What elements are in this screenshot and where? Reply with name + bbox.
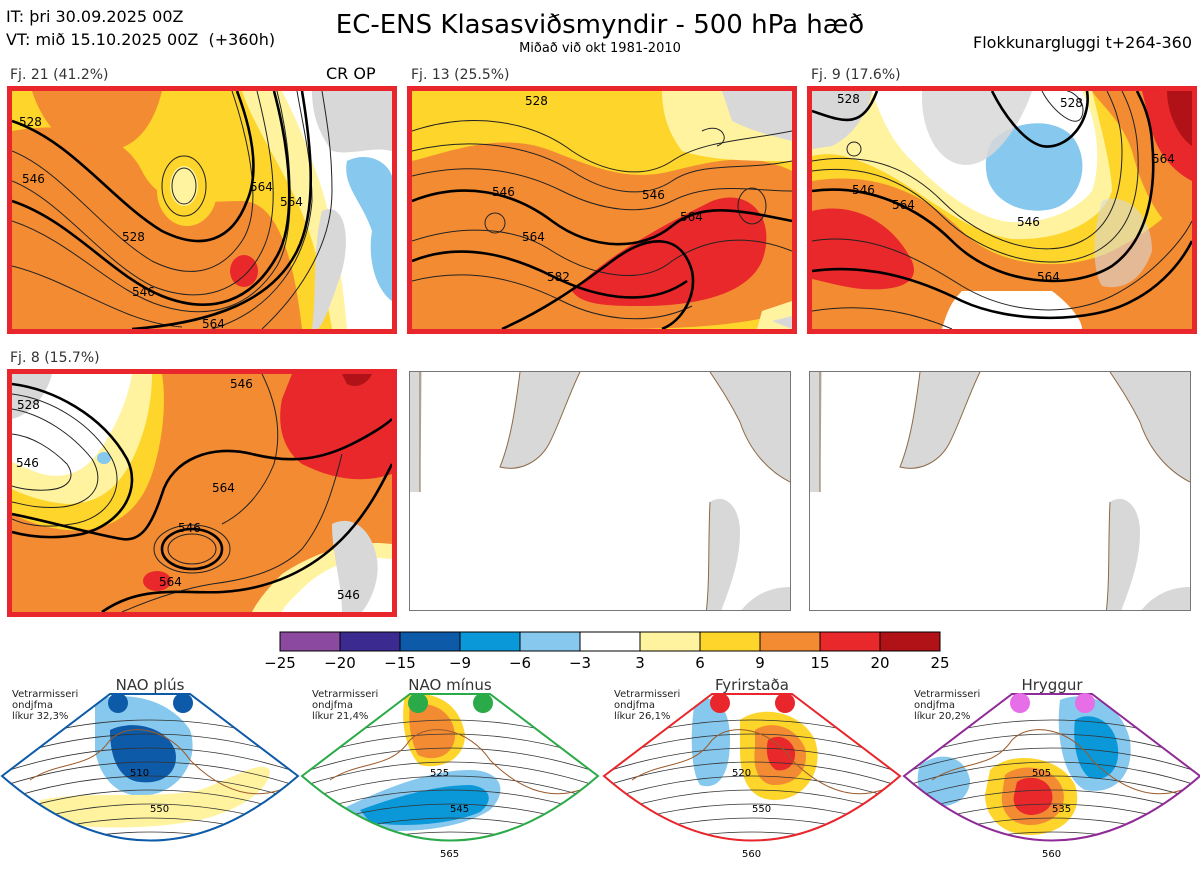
contour-label: 546	[132, 285, 155, 299]
issue-time: IT: þri 30.09.2025 00Z	[6, 7, 184, 26]
regime-season: Vetrarmisseri	[12, 689, 79, 700]
regime-likelihood: líkur 21,4%	[312, 711, 369, 722]
regime-name: Fyrirstaða	[715, 676, 789, 694]
regime-contour-label: 550	[752, 804, 771, 815]
contour-label: 546	[337, 588, 360, 602]
regime-name: NAO plús	[115, 676, 185, 694]
panel-3-label: Fj. 9 (17.6%)	[811, 67, 901, 83]
regime-contour-label: 510	[130, 768, 149, 779]
colorbar-tick-label: −25	[264, 654, 296, 672]
colorbar-tick-label: 3	[635, 654, 645, 672]
contour-label: 546	[16, 456, 39, 470]
contour-label: 546	[492, 185, 515, 199]
contour-label: 564	[202, 317, 225, 329]
regime-marker	[173, 693, 193, 713]
panel-1-tag: CR OP	[326, 64, 376, 83]
contour-label: 546	[1017, 215, 1040, 229]
regime-marker	[775, 693, 795, 713]
contour-label: 564	[892, 198, 915, 212]
colorbar-tick-label: 6	[695, 654, 705, 672]
regime-contour-label: 550	[150, 804, 169, 815]
regime-frequency-label: ondjfma	[12, 700, 53, 711]
empty-map-5	[409, 371, 791, 611]
contour-label: 564	[212, 481, 235, 495]
colorbar-tick-label: −6	[508, 654, 532, 672]
regime-name: NAO mínus	[408, 676, 492, 694]
regime-contour-label: 535	[1052, 804, 1071, 815]
colorbar-tick-label: 15	[810, 654, 830, 672]
regime-contour-label: 525	[430, 768, 449, 779]
contour-label: 528	[1060, 96, 1083, 110]
contour-label: 546	[230, 377, 253, 391]
colorbar-tick-label: −15	[384, 654, 416, 672]
regime-contour-label: 520	[732, 768, 751, 779]
panel-2-label: Fj. 13 (25.5%)	[411, 67, 510, 83]
colorbar-tick-label: −9	[448, 654, 472, 672]
colorbar-tick-label: 20	[870, 654, 890, 672]
contour-label: 528	[19, 115, 42, 129]
colorbar-tick-label: −3	[568, 654, 592, 672]
regime-season: Vetrarmisseri	[312, 689, 379, 700]
contour-label: 546	[22, 172, 45, 186]
regime-contour-label: 505	[1032, 768, 1051, 779]
contour-label: 582	[547, 270, 570, 284]
colorbar	[279, 631, 941, 652]
regime-likelihood: líkur 20,2%	[914, 711, 971, 722]
panel-4-label: Fj. 8 (15.7%)	[10, 350, 100, 366]
regime-likelihood: líkur 26,1%	[614, 711, 671, 722]
contour-label: 528	[17, 398, 40, 412]
regime-likelihood: líkur 32,3%	[12, 711, 69, 722]
page-title: EC-ENS Klasasviðsmyndir - 500 hPa hæð	[335, 10, 865, 40]
contour-label: 528	[525, 94, 548, 108]
regime-marker	[108, 693, 128, 713]
contour-label: 564	[159, 575, 182, 589]
cluster-map-2[interactable]: 546 564 546 564 582 528	[407, 86, 797, 334]
regime-marker	[1075, 693, 1095, 713]
regime-marker	[408, 693, 428, 713]
contour-label: 564	[250, 180, 273, 194]
regime-marker	[710, 693, 730, 713]
page-subtitle: Miðað við okt 1981-2010	[519, 41, 681, 56]
contour-label: 528	[122, 230, 145, 244]
classification-window: Flokkunargluggi t+264-360	[973, 33, 1192, 52]
regime-contour-label: 560	[1042, 849, 1061, 860]
colorbar-tick-label: −20	[324, 654, 356, 672]
cluster-map-1[interactable]: 528 546 528 546 564 564 564	[7, 86, 397, 334]
regime-frequency-label: ondjfma	[312, 700, 353, 711]
contour-label: 546	[178, 521, 201, 535]
cluster-map-4[interactable]: 546 546 564 546 564 528 546	[7, 369, 397, 617]
regime-season: Vetrarmisseri	[614, 689, 681, 700]
regime-frequency-label: ondjfma	[914, 700, 955, 711]
colorbar-tick-label: 25	[930, 654, 950, 672]
regime-contour-label: 560	[742, 849, 761, 860]
valid-time: VT: mið 15.10.2025 00Z (+360h)	[6, 30, 276, 49]
regime-contour-label: 565	[440, 849, 459, 860]
regime-season: Vetrarmisseri	[914, 689, 981, 700]
cluster-map-3[interactable]: 546 564 564 528 546 528 564	[807, 86, 1197, 334]
regime-contour-label: 545	[450, 804, 469, 815]
contour-label: 546	[642, 188, 665, 202]
contour-label: 546	[852, 183, 875, 197]
empty-map-6	[809, 371, 1191, 611]
colorbar-tick-label: 9	[755, 654, 765, 672]
regime-frequency-label: ondjfma	[614, 700, 655, 711]
regime-marker	[473, 693, 493, 713]
regime-marker	[1010, 693, 1030, 713]
contour-label: 564	[1037, 270, 1060, 284]
panel-1-label: Fj. 21 (41.2%)	[10, 67, 109, 83]
contour-label: 564	[680, 210, 703, 224]
regime-name: Hryggur	[1021, 676, 1083, 694]
contour-label: 564	[280, 195, 303, 209]
contour-label: 528	[837, 92, 860, 106]
contour-label: 564	[1152, 152, 1175, 166]
contour-label: 564	[522, 230, 545, 244]
